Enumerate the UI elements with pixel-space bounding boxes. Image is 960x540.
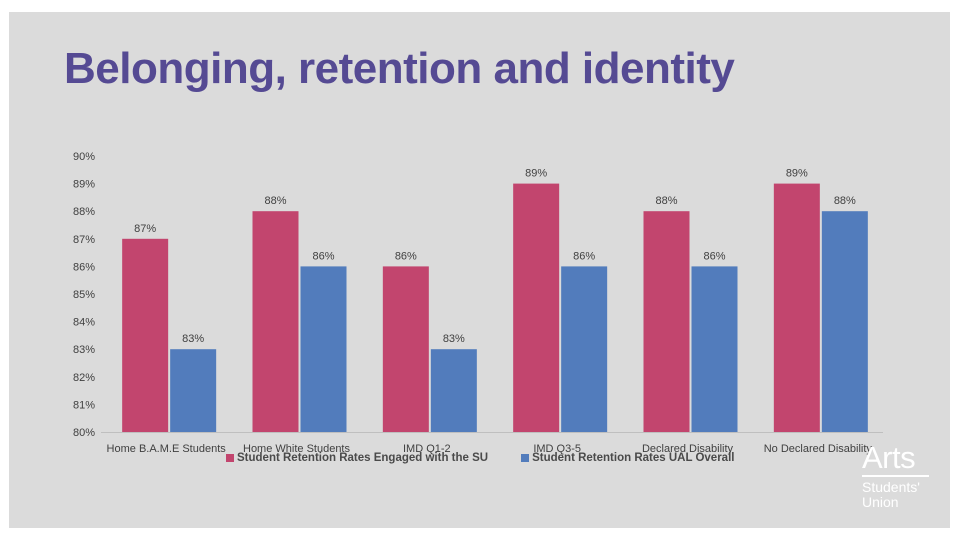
data-label: 89% [525, 168, 547, 180]
y-tick-label: 82% [73, 372, 95, 384]
bar-engaged [382, 266, 429, 432]
bar-overall [300, 266, 347, 432]
logo-subtitle-line1: Students' [862, 479, 920, 495]
legend-swatch-engaged [226, 454, 234, 462]
bar-overall [821, 211, 868, 432]
y-tick-label: 89% [73, 179, 95, 191]
data-label: 86% [573, 250, 595, 262]
y-tick-label: 90% [73, 151, 95, 163]
arts-su-logo: Arts Students' Union [862, 442, 929, 510]
y-tick-label: 85% [73, 289, 95, 301]
data-label: 87% [134, 223, 156, 235]
logo-rule [862, 475, 929, 477]
bar-overall [170, 349, 217, 432]
data-label: 89% [786, 168, 808, 180]
x-tick-label: Home B.A.M.E Students [107, 443, 227, 455]
chart-legend: Student Retention Rates Engaged with the… [226, 452, 767, 464]
data-label: 83% [182, 333, 204, 345]
y-tick-label: 80% [73, 427, 95, 439]
bar-engaged [513, 183, 560, 432]
y-tick-label: 84% [73, 317, 95, 329]
bar-engaged [252, 211, 299, 432]
legend-label-overall: Student Retention Rates UAL Overall [532, 452, 735, 464]
y-tick-label: 87% [73, 234, 95, 246]
bar-overall [430, 349, 477, 432]
y-tick-label: 83% [73, 344, 95, 356]
logo-wordmark: Arts [862, 440, 916, 475]
legend-swatch-overall [521, 454, 530, 462]
bar-engaged [773, 183, 820, 432]
data-label: 86% [312, 250, 334, 262]
data-label: 88% [655, 195, 677, 207]
data-label: 83% [443, 333, 465, 345]
data-label: 86% [395, 250, 417, 262]
x-tick-label: Home White Students [243, 443, 350, 455]
bar-engaged [122, 238, 169, 432]
y-tick-label: 88% [73, 206, 95, 218]
y-tick-label: 86% [73, 261, 95, 273]
bar-overall [691, 266, 738, 432]
data-label: 88% [834, 195, 856, 207]
bar-engaged [643, 211, 690, 432]
data-label: 86% [703, 250, 725, 262]
bar-overall [561, 266, 608, 432]
legend-item-overall: Student Retention Rates UAL Overall [521, 452, 734, 464]
logo-subtitle-line2: Union [862, 494, 899, 510]
x-tick-label: Declared Disability [642, 443, 734, 455]
data-label: 88% [264, 195, 286, 207]
legend-item-engaged: Student Retention Rates Engaged with the… [226, 452, 488, 464]
x-tick-label: No Declared Disability [764, 443, 873, 455]
x-tick-label: IMD Q3-5 [533, 443, 581, 455]
legend-label-engaged: Student Retention Rates Engaged with the… [237, 452, 489, 464]
x-tick-label: IMD Q1-2 [403, 443, 451, 455]
y-tick-label: 81% [73, 399, 95, 411]
slide-title: Belonging, retention and identity [64, 44, 735, 93]
